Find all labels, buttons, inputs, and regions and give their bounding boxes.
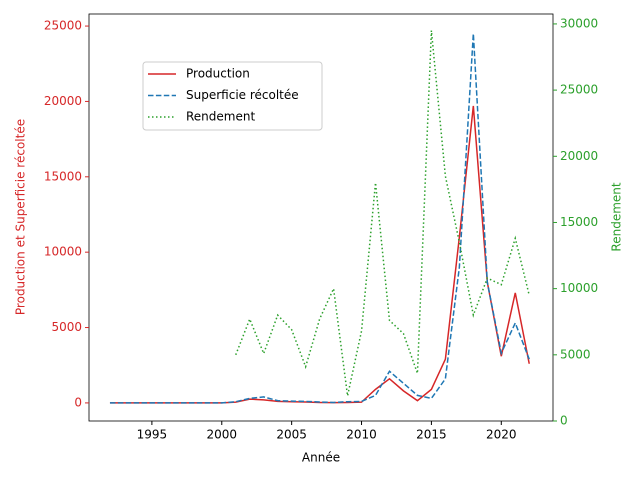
y2-tick-label: 15000 <box>560 215 598 229</box>
data-line <box>109 33 530 404</box>
data-line <box>235 30 530 397</box>
x-tick-label: 2020 <box>486 428 517 442</box>
y-tick-label: 5000 <box>51 320 82 334</box>
legend-label: Production <box>186 67 250 81</box>
x-axis-label: Année <box>302 451 340 465</box>
legend-box <box>142 61 323 131</box>
x-tick-label: 2005 <box>276 428 307 442</box>
y-tick-label: 0 <box>74 395 82 409</box>
y2-axis-label: Rendement <box>610 182 624 251</box>
x-tick-label: 1995 <box>137 428 168 442</box>
y-tick-label: 20000 <box>44 94 82 108</box>
y-tick-label: 15000 <box>44 169 82 183</box>
y-tick-label: 10000 <box>44 245 82 259</box>
y-tick-label: 25000 <box>44 19 82 33</box>
y2-tick-label: 20000 <box>560 149 598 163</box>
y2-tick-label: 5000 <box>560 347 591 361</box>
legend-label: Superficie récoltée <box>186 88 299 102</box>
plot-frame <box>88 13 554 422</box>
y2-tick-label: 30000 <box>560 16 598 30</box>
y2-tick-label: 10000 <box>560 281 598 295</box>
y-axis-label: Production et Superficie récoltée <box>14 119 28 315</box>
x-tick-label: 2015 <box>416 428 447 442</box>
x-tick-label: 2010 <box>346 428 377 442</box>
legend-label: Rendement <box>186 110 255 124</box>
y2-tick-label: 25000 <box>560 83 598 97</box>
y2-tick-label: 0 <box>560 414 568 428</box>
x-tick-label: 2000 <box>206 428 237 442</box>
